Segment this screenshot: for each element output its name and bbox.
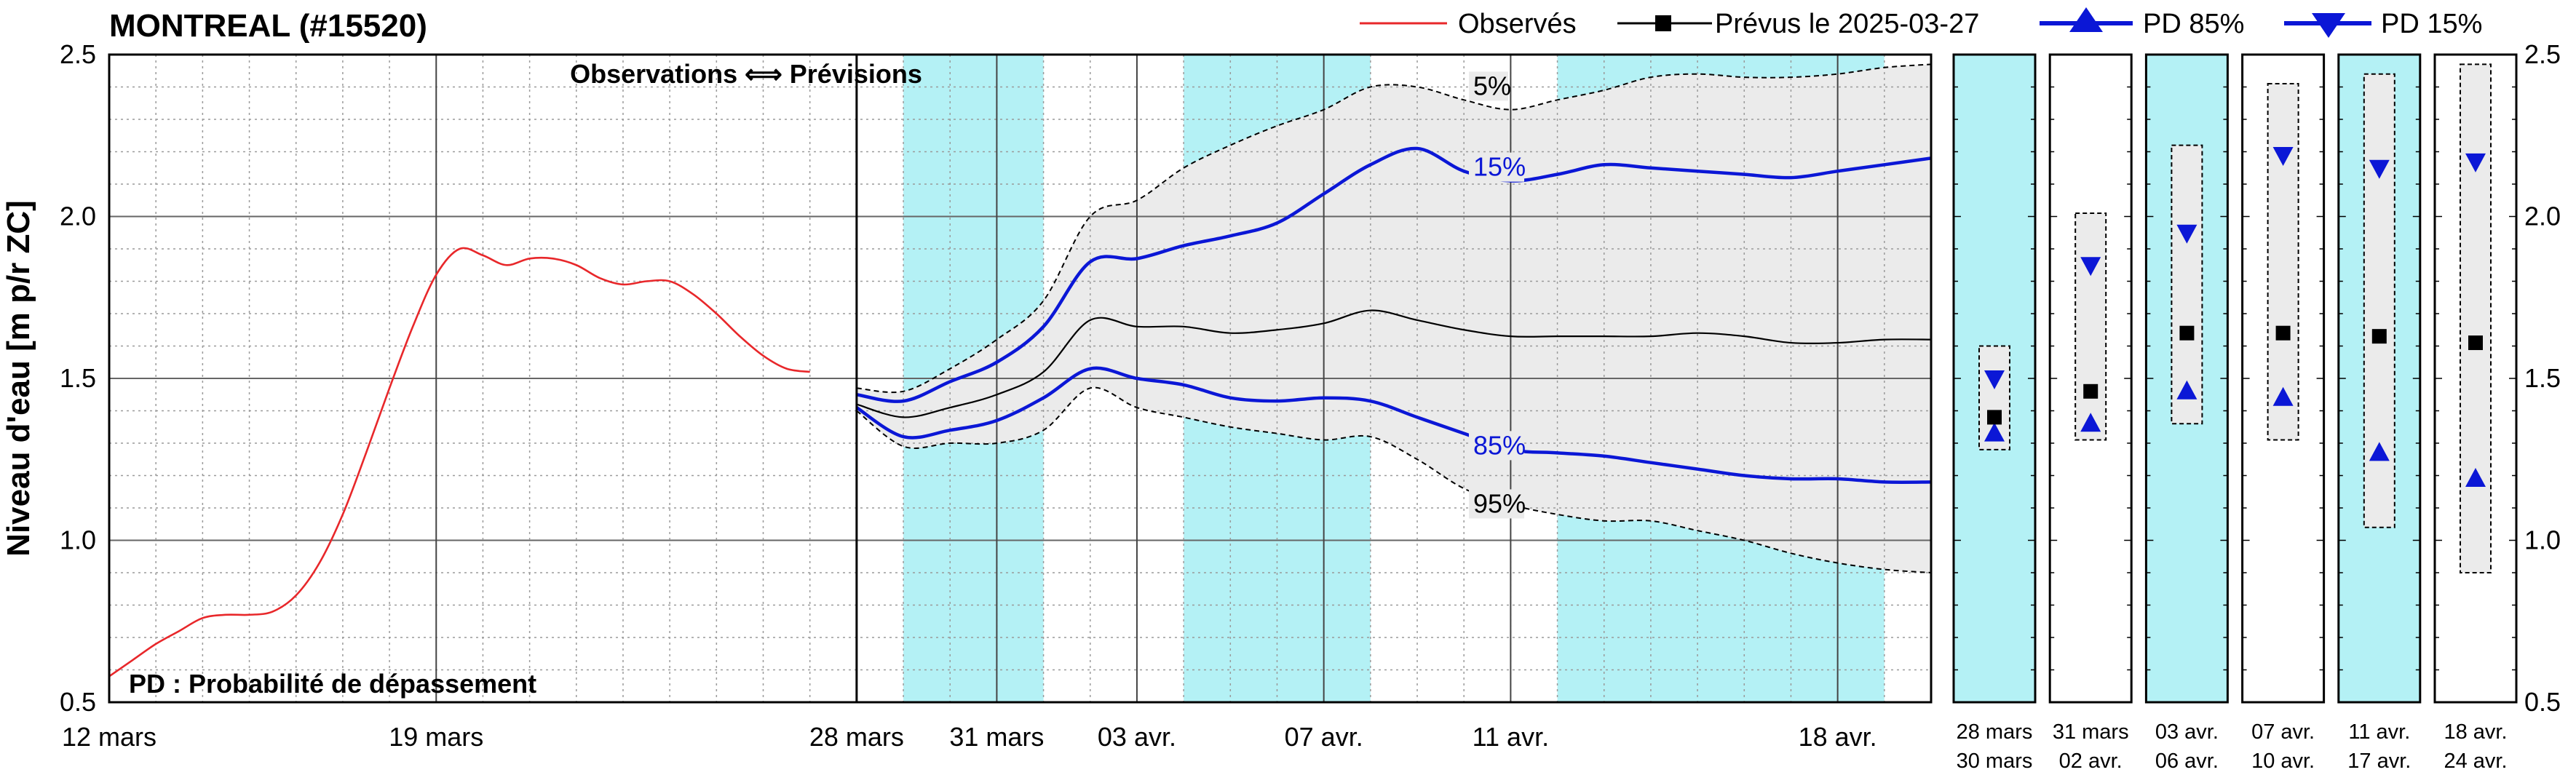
period-pd15-marker (2080, 257, 2101, 277)
period-range-box (2267, 83, 2299, 441)
period-panel-4: 11 avr. 17 avr. (2337, 53, 2422, 773)
period-pd15-marker (2465, 153, 2486, 172)
probability-band (856, 64, 1931, 573)
period-pd15-marker (2272, 146, 2294, 166)
legend-forecast-marker (1655, 15, 1671, 31)
percentile-label-bg (1469, 152, 1525, 182)
period-panel-2: 03 avr. 06 avr. (2144, 53, 2229, 773)
legend-pd85-label: PD 85% (2143, 9, 2244, 39)
legend-pd15-marker (2312, 13, 2345, 38)
axes: 0.5 0.5 1.0 1.0 1.5 1.5 2.0 2.0 2.5 2.5 12 mars 19 … (60, 39, 2561, 752)
legend-forecast-label: Prévus le 2025-03-27 (1715, 9, 1979, 39)
x-tick-label: 19 mars (389, 722, 483, 752)
y-tick-label: 2.5 (60, 39, 96, 69)
x-tick-label: 31 mars (949, 722, 1044, 752)
period-label-start: 18 avr. (2444, 720, 2507, 744)
x-tick-label: 28 mars (809, 722, 904, 752)
y-tick-label-right: 1.5 (2524, 363, 2561, 393)
x-tick-label: 18 avr. (1799, 722, 1877, 752)
y-tick-label: 0.5 (60, 687, 96, 717)
period-pd15-marker (2369, 159, 2390, 179)
period-frame (2337, 53, 2422, 704)
percentile-label-5: 5% (1473, 71, 1511, 100)
y-tick-label-right: 1.0 (2524, 525, 2561, 555)
x-tick-label: 03 avr. (1098, 722, 1176, 752)
period-median-marker (2468, 335, 2483, 351)
legend: Observés Prévus le 2025-03-27 PD 85% PD … (1360, 7, 2482, 39)
y-tick-label: 2.0 (60, 202, 96, 231)
period-label-start: 31 mars (2053, 720, 2129, 744)
period-label-start: 07 avr. (2251, 720, 2315, 744)
period-label-end: 24 avr. (2444, 750, 2507, 773)
period-pd85-marker (2369, 442, 2390, 461)
percentile-label-85: 85% (1473, 430, 1526, 460)
observations-previsions-label: Observations ⟺ Prévisions (570, 59, 922, 89)
period-label-end: 17 avr. (2347, 750, 2411, 773)
period-panel-3: 07 avr. 10 avr. (2241, 53, 2326, 773)
series-lines: 5% 15% 85% 95% (109, 63, 1931, 677)
period-frame (2241, 53, 2326, 704)
x-tick-label: 12 mars (62, 722, 156, 752)
legend-observed-label: Observés (1458, 9, 1577, 39)
period-range-box (2363, 73, 2395, 528)
period-label-start: 11 avr. (2348, 720, 2410, 744)
period-pd15-marker (1984, 370, 2005, 389)
period-label-end: 02 avr. (2059, 750, 2123, 773)
x-tick-label: 07 avr. (1285, 722, 1363, 752)
period-pd15-marker (2176, 224, 2197, 244)
period-label-start: 03 avr. (2155, 720, 2219, 744)
band-5-95 (856, 64, 1931, 573)
series-15- (856, 146, 1931, 403)
period-range-box (2460, 63, 2492, 574)
period-frame (2144, 53, 2229, 704)
period-pd85-marker (2080, 413, 2101, 432)
period-label-end: 30 mars (1957, 750, 2033, 773)
y-axis-label: Niveau d'eau [m p/r ZC] (1, 200, 36, 557)
series-observ-s (109, 247, 810, 677)
period-median-marker (2179, 325, 2195, 341)
y-tick-label-right: 2.5 (2524, 39, 2561, 69)
period-frame (1952, 53, 2037, 704)
plot-frame (108, 53, 1933, 704)
period-panel-5: 18 avr. 24 avr. (2433, 53, 2518, 773)
y-tick-label-right: 0.5 (2524, 687, 2561, 717)
period-pd85-marker (1984, 422, 2005, 442)
period-median-marker (1987, 410, 2002, 425)
period-label-start: 28 mars (1957, 720, 2033, 744)
period-median-marker (2083, 383, 2099, 399)
period-panel-1: 31 mars 02 avr. (2048, 53, 2133, 773)
period-median-marker (2371, 329, 2387, 344)
series-5- (856, 63, 1931, 394)
percentile-label-15: 15% (1473, 152, 1526, 182)
chart-title: MONTREAL (#15520) (109, 8, 427, 44)
series-pr-vus-le-2025-03-27 (856, 309, 1931, 418)
y-tick-label: 1.5 (60, 363, 96, 393)
period-label-end: 10 avr. (2251, 750, 2315, 773)
y-tick-label: 1.0 (60, 525, 96, 555)
period-range-box (2074, 212, 2107, 441)
y-tick-label-right: 2.0 (2524, 202, 2561, 231)
legend-pd85-marker (2069, 7, 2103, 32)
period-panel-0: 28 mars 30 mars (1952, 53, 2037, 773)
period-panels: 28 mars 30 mars 31 mars 02 avr. 03 avr. 06 av… (1952, 53, 2518, 773)
pd-note: PD : Probabilité de dépassement (129, 669, 536, 699)
period-label-end: 06 avr. (2155, 750, 2219, 773)
period-pd85-marker (2465, 467, 2486, 487)
percentile-label-bg (1469, 431, 1525, 461)
period-frame (2433, 53, 2518, 704)
period-frame (2048, 53, 2133, 704)
series-85- (855, 366, 1931, 484)
percentile-label-bg (1469, 71, 1509, 101)
series-95- (856, 386, 1931, 573)
period-range-box (2171, 144, 2203, 425)
x-tick-label: 11 avr. (1473, 722, 1549, 752)
period-pd85-marker (2272, 386, 2294, 406)
period-pd85-marker (2176, 380, 2197, 400)
percentile-label-bg (1469, 489, 1525, 519)
period-median-marker (2275, 325, 2291, 341)
legend-pd15-label: PD 15% (2381, 9, 2482, 39)
percentile-label-95: 95% (1473, 488, 1526, 518)
